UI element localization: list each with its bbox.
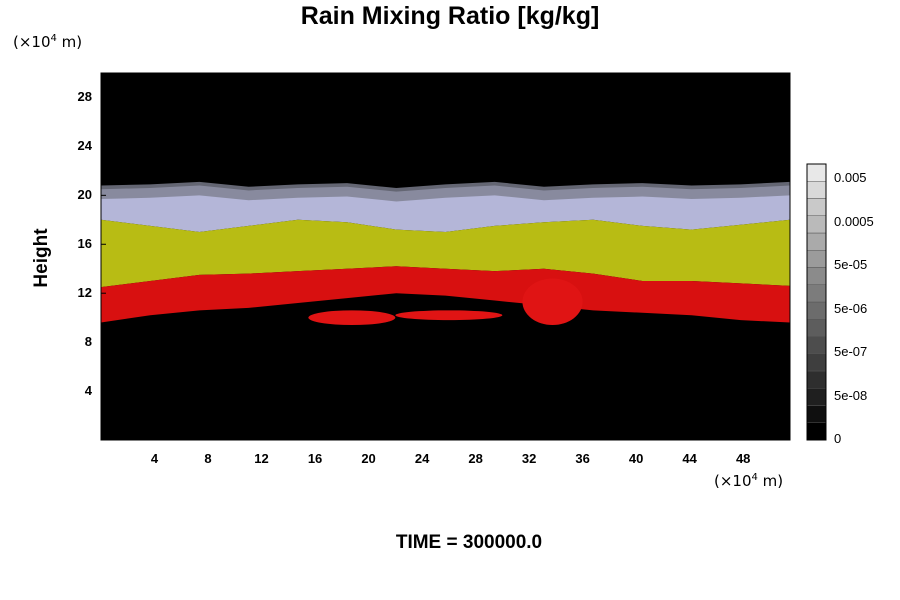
x-tick-label: 48 (735, 451, 751, 466)
colorbar-cell (806, 215, 827, 234)
x-tick-label: 44 (682, 451, 697, 466)
colorbar-cell (806, 267, 827, 285)
x-tick-label: 20 (361, 451, 376, 466)
x-tick-label: 40 (628, 451, 644, 466)
y-unit-label: (×104 m) (13, 33, 83, 51)
colorbar-label: 0.005 (834, 170, 867, 185)
band-lower (101, 266, 790, 323)
colorbar-cell (806, 250, 827, 268)
x-tick-label: 32 (521, 451, 537, 466)
colorbar-cell (806, 301, 827, 320)
colorbar-label: 5e-05 (834, 257, 868, 272)
y-tick-label: 16 (77, 236, 92, 252)
time-footer: TIME = 300000.0 (395, 532, 543, 553)
colorbar-cell (806, 370, 827, 389)
colorbar-cell (806, 336, 827, 354)
x-tick-label: 16 (307, 451, 323, 466)
x-tick-label: 4 (150, 451, 159, 466)
y-tick-label: 28 (77, 89, 92, 105)
colorbar-cell (806, 284, 827, 303)
colorbar-label: 5e-07 (834, 344, 868, 359)
colorbar-cell (806, 163, 827, 182)
band-upper-edge (101, 181, 790, 202)
colorbar-label: 5e-06 (834, 300, 868, 316)
colorbar-cell (806, 353, 827, 372)
colorbar-label: 0.0005 (834, 213, 874, 229)
colorbar-label: 5e-08 (834, 387, 868, 403)
rain-patch (522, 278, 583, 326)
band-middle (101, 219, 790, 288)
rain-patch (308, 310, 396, 326)
x-unit-label: (×104 m) (714, 472, 784, 490)
y-tick-label: 20 (77, 187, 92, 203)
x-tick-label: 36 (575, 451, 590, 466)
colorbar-cell (806, 319, 827, 337)
y-tick-label: 4 (84, 383, 92, 399)
colorbar-cell (806, 181, 827, 199)
y-tick-label: 24 (77, 138, 92, 154)
y-tick-label: 12 (77, 285, 92, 301)
colorbar-label: 0 (834, 431, 842, 446)
rain-patch (395, 310, 503, 321)
x-tick-label: 12 (254, 451, 269, 466)
chart-title: Rain Mixing Ratio [kg/kg] (300, 2, 600, 30)
y-tick-label: 8 (84, 334, 92, 350)
x-tick-label: 8 (204, 451, 212, 466)
colorbar-frame (806, 163, 827, 441)
colorbar-cell (806, 405, 827, 423)
colorbar-cell (806, 232, 827, 251)
colorbar-cell (806, 388, 827, 406)
colorbar-cell (806, 422, 827, 441)
x-tick-label: 24 (414, 451, 430, 466)
x-tick-label: 28 (468, 451, 483, 466)
colorbar-cell (806, 198, 827, 216)
plot-frame (100, 72, 791, 441)
